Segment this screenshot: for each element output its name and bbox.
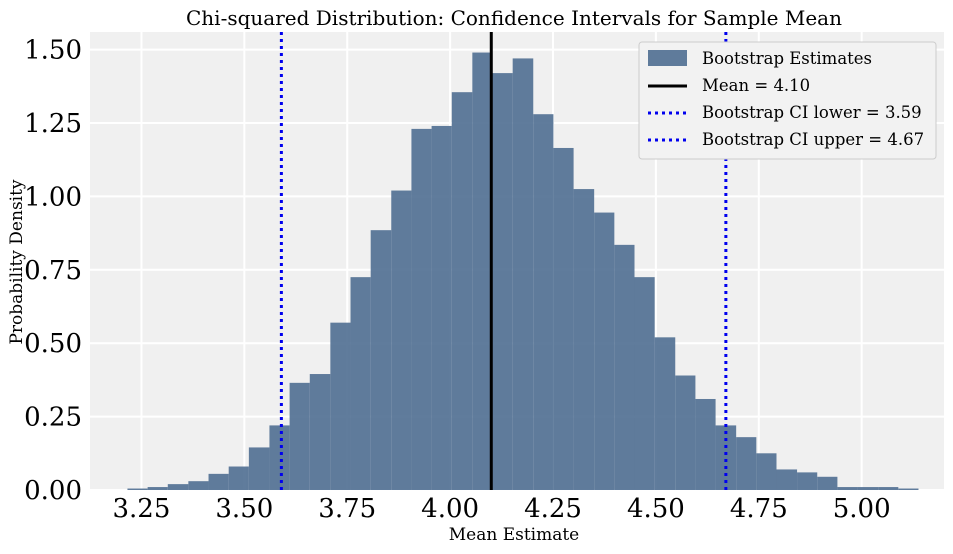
y-tick-label: 0.25 bbox=[24, 403, 82, 433]
x-axis-label: Mean Estimate bbox=[449, 525, 580, 545]
y-tick-label: 0.50 bbox=[24, 329, 82, 359]
y-tick-label: 0.75 bbox=[24, 256, 82, 286]
histogram-bar bbox=[350, 277, 371, 490]
histogram-bar bbox=[715, 425, 737, 490]
legend: Bootstrap Estimates Mean = 4.10 Bootstra… bbox=[638, 41, 937, 160]
x-tick-labels: 3.25 3.50 3.75 4.00 4.25 4.50 4.75 5.00 bbox=[113, 494, 891, 524]
histogram-bar bbox=[614, 244, 635, 490]
x-tick-label: 4.25 bbox=[524, 494, 582, 524]
x-tick-label: 4.00 bbox=[421, 494, 479, 524]
chart-title: Chi-squared Distribution: Confidence Int… bbox=[186, 6, 842, 30]
histogram-bar bbox=[776, 469, 798, 490]
histogram-bar bbox=[309, 374, 331, 490]
histogram-bar bbox=[594, 212, 615, 491]
histogram-bar bbox=[411, 128, 432, 490]
y-tick-label: 1.00 bbox=[24, 182, 82, 212]
x-tick-label: 3.25 bbox=[113, 494, 171, 524]
reference-lines bbox=[279, 32, 728, 490]
legend-label-histogram: Bootstrap Estimates bbox=[702, 49, 872, 68]
x-tick-label: 4.50 bbox=[627, 494, 685, 524]
histogram-bar bbox=[797, 472, 818, 490]
histogram-bar bbox=[756, 453, 777, 490]
histogram-bar bbox=[878, 487, 899, 490]
y-tick-label: 1.25 bbox=[24, 109, 82, 139]
legend-box bbox=[638, 41, 937, 160]
histogram-bar bbox=[857, 487, 879, 490]
legend-label-mean: Mean = 4.10 bbox=[702, 76, 810, 95]
histogram-bar bbox=[188, 481, 209, 490]
histogram-bar bbox=[837, 487, 858, 490]
histogram-bar bbox=[167, 484, 189, 490]
y-tick-label: 1.50 bbox=[24, 36, 82, 66]
histogram-bar bbox=[451, 92, 473, 490]
histogram-bar bbox=[248, 447, 270, 490]
legend-label-ci-lower: Bootstrap CI lower = 3.59 bbox=[702, 103, 922, 122]
histogram-bar bbox=[330, 322, 351, 490]
histogram-bar bbox=[127, 488, 148, 490]
legend-label-ci-upper: Bootstrap CI upper = 4.67 bbox=[702, 130, 924, 149]
histogram-bar bbox=[208, 473, 229, 490]
histogram-bar bbox=[675, 375, 696, 490]
histogram-bar bbox=[898, 488, 919, 490]
x-tick-label: 4.75 bbox=[730, 494, 788, 524]
y-axis-label: Probability Density bbox=[7, 179, 27, 344]
histogram-bar bbox=[553, 147, 574, 490]
x-tick-label: 5.00 bbox=[833, 494, 891, 524]
histogram-bars bbox=[127, 52, 919, 491]
histogram-bar bbox=[512, 58, 534, 491]
histogram-bar bbox=[492, 73, 513, 490]
x-tick-label: 3.50 bbox=[215, 494, 273, 524]
histogram-bar bbox=[634, 277, 655, 490]
x-tick-label: 3.75 bbox=[318, 494, 376, 524]
histogram-bar bbox=[472, 52, 493, 491]
y-tick-labels: 0.00 0.25 0.50 0.75 1.00 1.25 1.50 bbox=[24, 36, 82, 506]
histogram-bar bbox=[269, 425, 290, 490]
histogram-bar bbox=[228, 466, 249, 490]
histogram-bar bbox=[289, 382, 310, 490]
histogram-bar bbox=[695, 398, 716, 490]
legend-swatch-histogram bbox=[648, 50, 687, 66]
histogram-bar bbox=[147, 487, 168, 490]
histogram-bar bbox=[573, 189, 595, 491]
histogram-bar bbox=[736, 437, 757, 490]
y-tick-label: 0.00 bbox=[24, 476, 82, 506]
histogram-bar bbox=[654, 337, 676, 490]
histogram-bar bbox=[431, 125, 452, 490]
histogram-bar bbox=[817, 476, 838, 490]
histogram-bar bbox=[533, 114, 554, 490]
histogram-bar bbox=[370, 230, 392, 490]
histogram-bar bbox=[391, 190, 412, 491]
